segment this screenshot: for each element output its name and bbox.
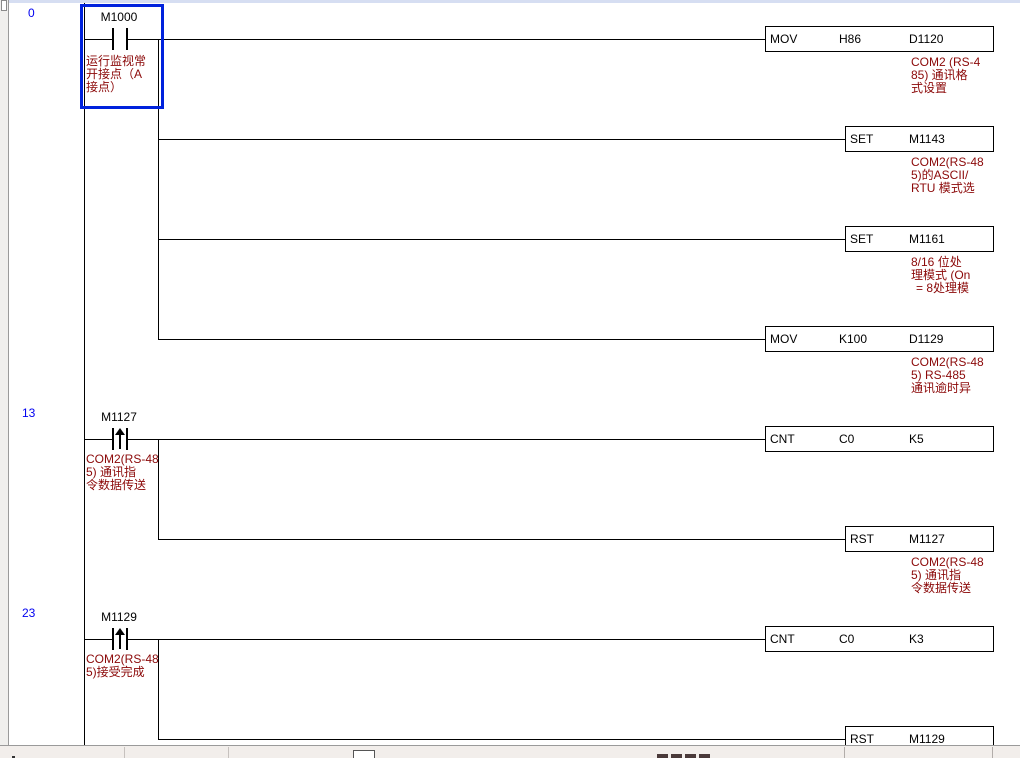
contact-comment-line: COM2(RS-48 [86,652,159,666]
opcode: SET [850,132,874,146]
rising-edge-arrow-icon [119,432,121,449]
device-comment-line: 令数据传送 [911,581,972,595]
instruction-box-set[interactable]: SET M1161 [845,226,994,252]
opcode: RST [850,732,874,746]
device-comment-line: COM2(RS-48 [911,355,984,369]
instruction-box-mov[interactable]: MOV H86 D1120 [765,26,994,52]
contact-symbol[interactable] [112,28,114,50]
rising-edge-arrow-icon [115,428,125,435]
instruction-box-rst[interactable]: RST M1127 [845,526,994,552]
device-comment-line: COM2 (RS-4 [911,55,981,69]
device-comment-line: 通讯逾时异 [911,381,972,395]
rung-number-0: 0 [28,6,35,20]
device-comment-line: RTU 模式选 [911,181,975,195]
opcode: MOV [770,332,798,346]
device-comment-line: 5) RS-485 [911,368,966,382]
clipped-text-fragment [657,754,668,758]
device-comment-line: 式设置 [911,81,948,95]
wire [84,639,112,640]
wire [158,239,845,240]
operand-1: C0 [839,632,855,646]
wire [126,39,765,40]
rising-edge-contact-symbol[interactable] [126,628,128,650]
opcode: CNT [770,432,795,446]
contact-comment-line: 运行监视常 [86,54,147,68]
clipped-control[interactable] [353,750,375,758]
device-comment-line: 5) 通讯指 [911,568,962,582]
device-comment-line: 5)的ASCII/ [911,168,969,182]
rising-edge-contact-symbol[interactable] [126,428,128,450]
operand-1: M1143 [909,132,945,146]
branch-wire [158,39,159,340]
operand-1: M1127 [909,532,945,546]
wire [158,739,845,740]
operand-1: H86 [839,32,862,46]
operand-2: K5 [909,432,924,446]
operand-2: K3 [909,632,924,646]
selection-cursor [80,4,164,109]
operand-2: D1120 [909,32,944,46]
contact-comment-line: 5) 通讯指 [86,465,137,479]
opcode: RST [850,532,874,546]
panel-divider [124,747,125,758]
contact-comment-line: 5)接受完成 [86,665,145,679]
wire [126,639,765,640]
wire [126,439,765,440]
device-comment-line: 理模式 (On [911,268,971,282]
operand-1: M1129 [909,732,945,746]
operand-1: M1161 [909,232,945,246]
device-comment-line: COM2(RS-48 [911,555,984,569]
device-comment-line: 8/16 位处 [911,255,962,269]
operand-1: K100 [839,332,868,346]
opcode: CNT [770,632,795,646]
instruction-box-mov[interactable]: MOV K100 D1129 [765,326,994,352]
left-power-rail [84,3,85,745]
contact-label: M1129 [101,610,137,624]
device-comment-line: 85) 通讯格 [911,68,968,82]
operand-2: D1129 [909,332,944,346]
clipped-glyph [12,756,15,758]
clipped-text-fragment [685,754,696,758]
operand-1: C0 [839,432,855,446]
contact-comment-line: COM2(RS-48 [86,452,159,466]
branch-wire [158,639,159,740]
contact-label: M1000 [100,10,138,24]
branch-wire [158,439,159,540]
rising-edge-arrow-icon [119,632,121,649]
rising-edge-contact-symbol[interactable] [112,628,114,650]
contact-comment-line: 令数据传送 [86,478,147,492]
top-window-edge [0,0,1020,3]
left-panel-edge [0,0,9,758]
panel-divider [228,747,229,758]
panel-divider [844,747,845,758]
clipped-text-fragment [671,754,682,758]
wire [158,539,845,540]
rising-edge-arrow-icon [115,628,125,635]
panel-divider [992,747,993,758]
instruction-box-set[interactable]: SET M1143 [845,126,994,152]
instruction-box-cnt[interactable]: CNT C0 K5 [765,426,994,452]
contact-label: M1127 [101,410,137,424]
instruction-box-cnt[interactable]: CNT C0 K3 [765,626,994,652]
device-comment-line: = 8处理模 [916,281,970,295]
wire [84,439,112,440]
device-comment-line: COM2(RS-48 [911,155,984,169]
opcode: SET [850,232,874,246]
wire [158,339,765,340]
wire [84,39,112,40]
rung-number-13: 13 [22,406,36,420]
contact-comment-line: 开接点（A [86,67,143,81]
wire [158,139,845,140]
contact-symbol[interactable] [126,28,128,50]
clipped-text-fragment [699,754,710,758]
rung-number-23: 23 [22,606,36,620]
contact-comment-line: 接点） [86,80,123,94]
rising-edge-contact-symbol[interactable] [112,428,114,450]
opcode: MOV [770,32,798,46]
bottom-clipped-panel [0,745,1020,758]
scrollbar-fragment[interactable] [1,0,7,11]
